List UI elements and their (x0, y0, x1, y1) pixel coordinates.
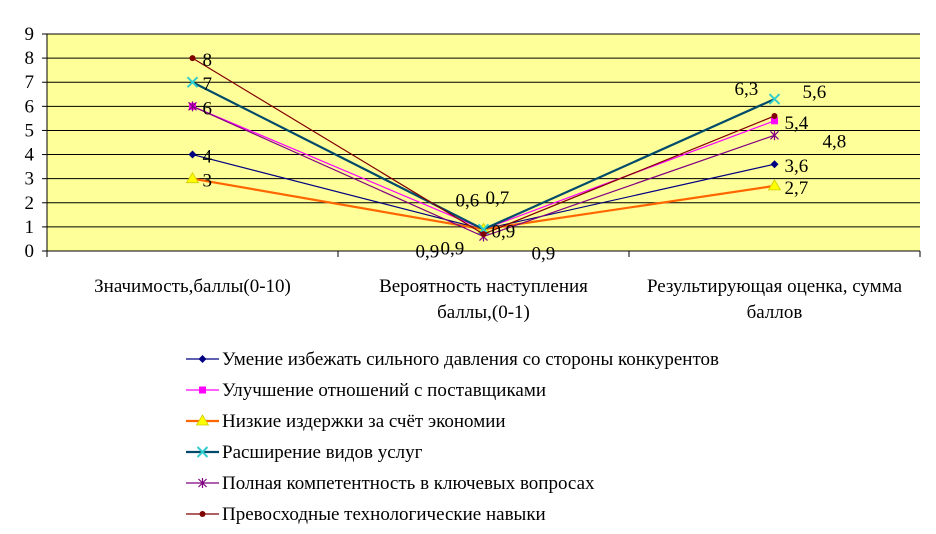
legend-label: Полная компетентность в ключевых вопроса… (222, 473, 595, 494)
data-label: 3,6 (785, 156, 809, 177)
point-marker (185, 171, 200, 184)
data-label: 4,8 (823, 131, 847, 152)
point-marker (767, 179, 782, 191)
data-labels: 4 0,9 3,6 6 0,9 5,4 3 0,9 2,7 7 0,9 6,3 0,6 4,8 8 0,7 5,… (203, 50, 847, 264)
data-label: 3 (203, 171, 213, 192)
data-label: 5,6 (803, 82, 827, 103)
point-marker (480, 231, 487, 238)
legend-label: Улучшение отношений с поставщиками (222, 380, 546, 401)
data-label: 0,9 (532, 243, 556, 264)
data-label: 6 (203, 98, 213, 119)
y-tick-label: 5 (25, 120, 35, 141)
point-marker (198, 478, 207, 488)
legend-label: Низкие издержки за счёт экономии (222, 411, 506, 432)
point-marker (189, 55, 196, 62)
data-label: 2,7 (785, 178, 809, 199)
legend: Умение избежать сильного давления со сто… (186, 349, 719, 525)
y-tick-label: 4 (25, 145, 35, 166)
y-tick-label: 1 (25, 217, 35, 238)
y-tick-label: 8 (25, 48, 35, 69)
data-label: 0,9 (441, 238, 465, 259)
point-marker (199, 386, 206, 394)
legend-label: Расширение видов услуг (222, 442, 423, 463)
point-marker (188, 150, 197, 159)
point-marker (198, 355, 207, 363)
data-label: 0,7 (486, 188, 510, 209)
legend-label: Умение избежать сильного давления со сто… (222, 349, 719, 370)
data-label: 5,4 (785, 113, 809, 134)
point-marker (186, 76, 199, 88)
point-marker (195, 414, 210, 426)
category-label: Значимость,баллы(0-10) (94, 276, 291, 297)
category-label: баллы,(0-1) (437, 302, 530, 323)
y-tick-label: 3 (25, 169, 35, 190)
y-axis-ticks: 0 1 2 3 4 5 6 7 8 9 (25, 24, 47, 262)
y-tick-label: 9 (25, 24, 35, 45)
y-tick-label: 6 (25, 96, 35, 117)
legend-label: Превосходные технологические навыки (222, 504, 546, 525)
category-label: баллов (747, 302, 803, 323)
plot-area (47, 34, 920, 251)
data-label: 8 (203, 50, 213, 71)
y-tick-label: 0 (25, 241, 35, 262)
category-label: Вероятность наступления (379, 276, 588, 297)
point-marker (768, 93, 781, 105)
data-label: 0,6 (456, 191, 480, 212)
y-tick-label: 7 (25, 72, 35, 93)
category-label: Результирующая оценка, сумма (647, 276, 903, 297)
point-marker (771, 117, 778, 125)
axes (42, 34, 921, 257)
point-marker (770, 160, 779, 169)
data-label: 0,9 (492, 221, 516, 242)
y-tick-label: 2 (25, 193, 35, 214)
data-label: 0,9 (416, 241, 440, 262)
point-marker (188, 101, 197, 112)
point-marker (771, 112, 778, 119)
data-label: 7 (203, 74, 213, 95)
data-label: 6,3 (735, 79, 759, 100)
x-axis-categories: Значимость,баллы(0-10) Вероятность наступ… (94, 276, 902, 323)
point-marker (770, 130, 779, 141)
point-marker (196, 446, 209, 458)
data-label: 4 (203, 147, 213, 168)
point-marker (199, 511, 206, 517)
series-lines (185, 55, 782, 242)
